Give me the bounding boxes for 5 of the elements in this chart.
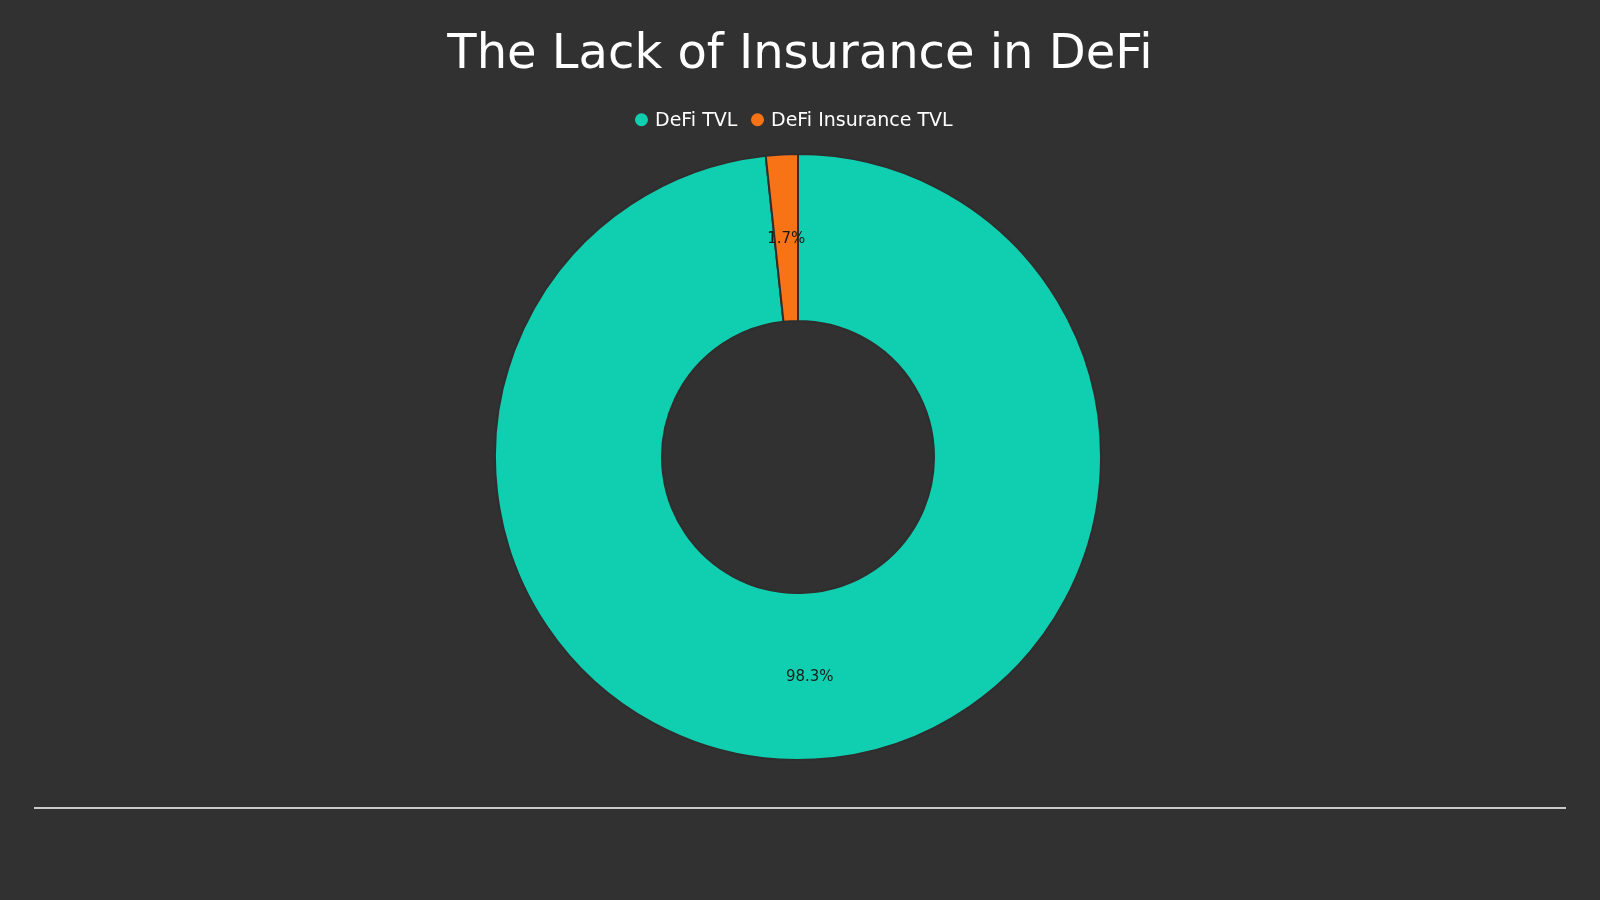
legend-label: DeFi TVL [655, 107, 738, 130]
legend-label: DeFi Insurance TVL [771, 107, 954, 130]
data-label: 98.3% [785, 667, 834, 686]
donut-slice [494, 153, 1102, 761]
chart-title: The Lack of Insurance in DeFi [446, 23, 1153, 79]
